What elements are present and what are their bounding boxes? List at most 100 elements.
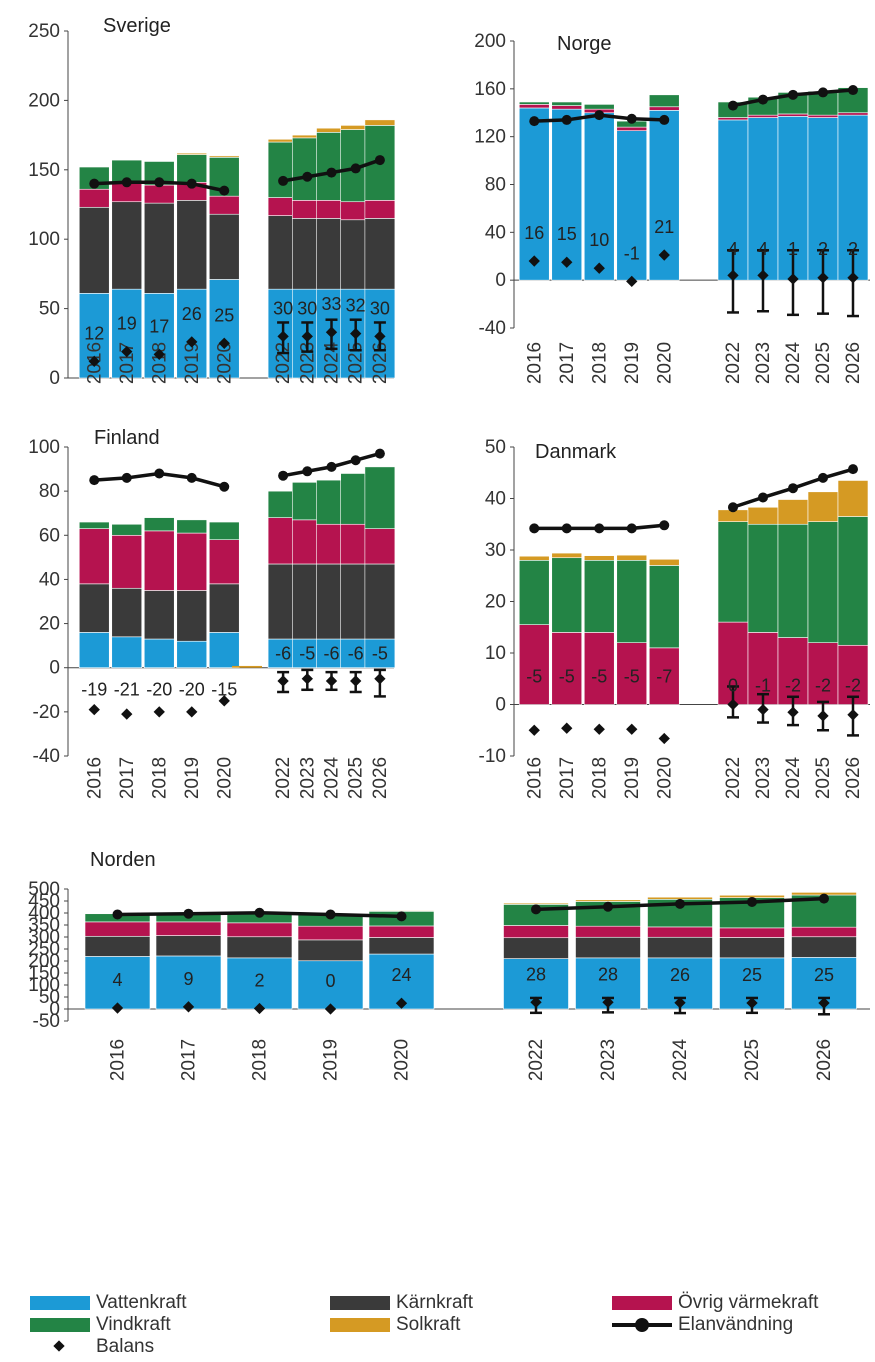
chart-title: Sverige bbox=[103, 15, 171, 37]
bar-ovrig-varmekraft bbox=[78, 188, 110, 208]
x-tick-label: 2020 bbox=[392, 1039, 413, 1081]
x-tick-label: 2017 bbox=[117, 757, 138, 799]
x-tick-label: 2018 bbox=[149, 342, 170, 384]
bar-ovrig-varmekraft bbox=[747, 114, 779, 118]
x-tick-label: 2022 bbox=[273, 757, 294, 799]
bar-vattenkraft bbox=[208, 632, 240, 669]
bar-ovrig-varmekraft bbox=[807, 642, 839, 705]
balans-label: 28 bbox=[598, 964, 618, 984]
balans-label: -1 bbox=[755, 676, 771, 696]
balans-label: -5 bbox=[372, 644, 388, 664]
y-tick-label: 100 bbox=[28, 975, 60, 996]
balans-label: 12 bbox=[84, 323, 104, 343]
x-tick-label: 2024 bbox=[670, 1038, 691, 1081]
bar-vattenkraft bbox=[551, 108, 583, 281]
x-tick-label: 2026 bbox=[843, 757, 864, 799]
x-tick-label: 2025 bbox=[813, 342, 834, 384]
y-tick-label: 350 bbox=[28, 915, 60, 936]
legend-diamond-icon bbox=[30, 1340, 90, 1354]
y-tick-label: -40 bbox=[479, 318, 506, 339]
balans-marker bbox=[674, 997, 686, 1009]
balans-label: -19 bbox=[81, 680, 107, 700]
balans-label: -5 bbox=[591, 667, 607, 687]
balans-marker bbox=[324, 1003, 337, 1015]
balans-label: 10 bbox=[589, 230, 609, 250]
bar-karnkraft bbox=[503, 937, 569, 959]
balans-marker bbox=[182, 1001, 195, 1013]
balans-label: 30 bbox=[297, 298, 317, 318]
bar-ovrig-varmekraft bbox=[297, 925, 364, 941]
bar-karnkraft bbox=[297, 939, 364, 962]
bar-ovrig-varmekraft bbox=[647, 926, 713, 938]
y-tick-label: 0 bbox=[49, 368, 60, 389]
balans-marker bbox=[602, 996, 614, 1008]
balans-label: 24 bbox=[391, 965, 411, 985]
balans-label: 30 bbox=[370, 298, 390, 318]
bar-ovrig-varmekraft bbox=[717, 117, 749, 121]
x-tick-label: 2022 bbox=[723, 757, 744, 799]
balans-label: -2 bbox=[815, 676, 831, 696]
y-tick-label: 120 bbox=[474, 127, 506, 148]
balans-label: 2 bbox=[254, 971, 264, 991]
balans-label: -15 bbox=[211, 680, 237, 700]
bar-karnkraft bbox=[719, 937, 785, 959]
balans-marker bbox=[395, 997, 408, 1009]
elanvandning-point bbox=[278, 470, 289, 481]
balans-label: 30 bbox=[273, 298, 293, 318]
balans-label: -5 bbox=[526, 667, 542, 687]
bar-solkraft bbox=[368, 910, 435, 912]
y-tick-label: 50 bbox=[39, 299, 60, 320]
bar-ovrig-varmekraft bbox=[583, 632, 615, 705]
bar-karnkraft bbox=[368, 937, 435, 955]
elanvandning-point bbox=[675, 898, 685, 909]
elanvandning-point bbox=[350, 455, 361, 466]
bar-karnkraft bbox=[84, 935, 151, 957]
bar-solkraft bbox=[648, 558, 680, 566]
elanvandning-point bbox=[819, 893, 829, 904]
balans-marker bbox=[88, 703, 100, 716]
bar-ovrig-varmekraft bbox=[143, 530, 175, 591]
elanvandning-point bbox=[325, 909, 336, 920]
balans-label: 21 bbox=[654, 217, 674, 237]
x-tick-label: 2017 bbox=[557, 757, 578, 799]
y-tick-label: 20 bbox=[485, 592, 506, 613]
y-tick-label: 60 bbox=[39, 525, 60, 546]
chart-title: Norge bbox=[557, 33, 611, 55]
bar-karnkraft bbox=[78, 206, 110, 294]
balans-label: -20 bbox=[179, 680, 205, 700]
elanvandning-point bbox=[374, 155, 385, 166]
y-tick-label: 250 bbox=[28, 21, 60, 42]
balans-marker bbox=[277, 675, 289, 687]
x-tick-label: 2020 bbox=[654, 757, 675, 799]
elanvandning-point bbox=[659, 114, 670, 125]
balans-marker bbox=[301, 673, 313, 685]
balans-label: 0 bbox=[325, 971, 335, 991]
chart-title: Norden bbox=[90, 849, 156, 871]
balans-label: 0 bbox=[728, 676, 738, 696]
bar-karnkraft bbox=[155, 935, 222, 957]
elanvandning-point bbox=[302, 171, 313, 182]
elanvandning-point bbox=[594, 110, 605, 121]
balans-label: 4 bbox=[728, 239, 738, 259]
bar-solkraft bbox=[807, 491, 839, 522]
elanvandning-point bbox=[758, 94, 768, 105]
bar-vindkraft bbox=[717, 521, 749, 623]
bar-ovrig-varmekraft bbox=[747, 632, 779, 705]
bar-vattenkraft bbox=[78, 632, 110, 669]
elanvandning-point bbox=[302, 466, 313, 477]
bar-vindkraft bbox=[583, 559, 615, 633]
bar-ovrig-varmekraft bbox=[176, 532, 208, 591]
balans-marker bbox=[528, 255, 540, 267]
legend-label-balans: Balans bbox=[96, 1336, 155, 1357]
bar-ovrig-varmekraft bbox=[791, 926, 857, 938]
bar-ovrig-varmekraft bbox=[226, 922, 293, 938]
balans-marker bbox=[186, 706, 198, 718]
y-tick-label: 0 bbox=[495, 695, 506, 716]
bar-ovrig-varmekraft bbox=[78, 528, 110, 585]
bar-vindkraft bbox=[648, 565, 680, 649]
bar-ovrig-varmekraft bbox=[155, 921, 222, 936]
bar-vattenkraft bbox=[155, 955, 222, 1010]
balans-marker bbox=[325, 326, 338, 338]
y-tick-label: 20 bbox=[39, 614, 60, 635]
